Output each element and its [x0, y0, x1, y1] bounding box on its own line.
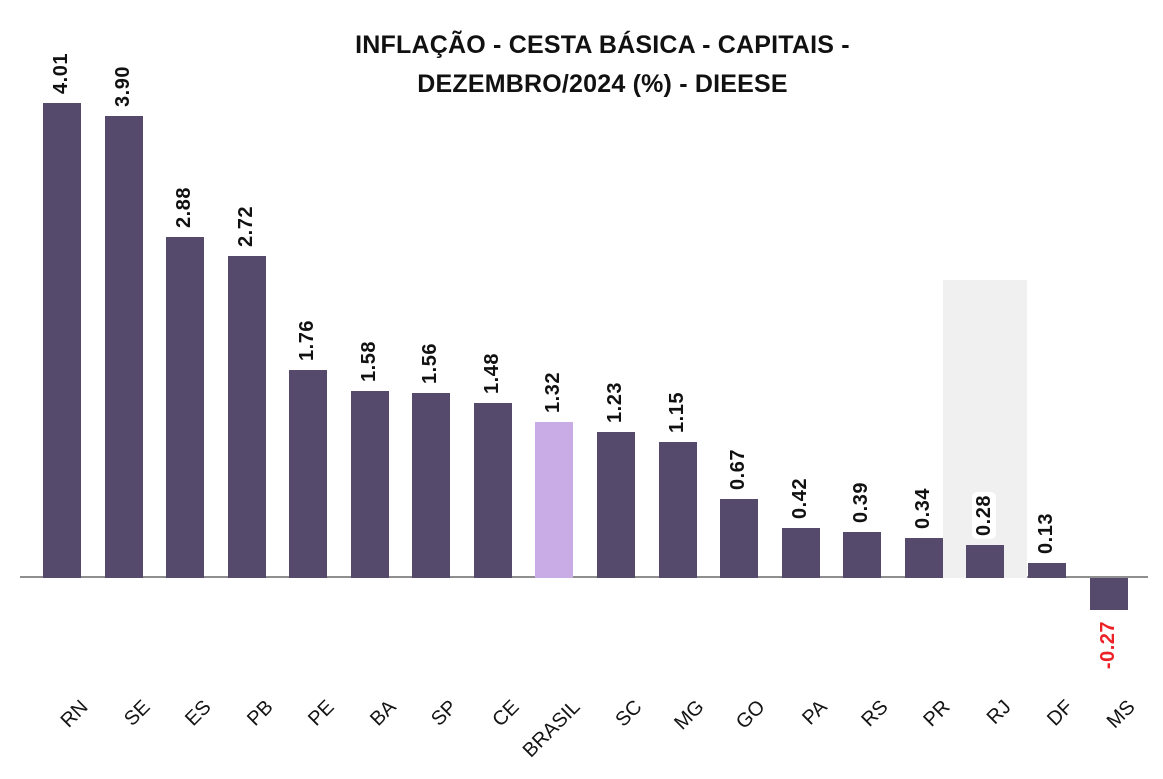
value-label-sc: 1.23 — [603, 379, 628, 426]
bar-se[interactable] — [104, 116, 143, 578]
value-label-pb: 2.72 — [233, 203, 258, 250]
value-label-pa: 0.42 — [787, 475, 812, 522]
value-label-df: 0.13 — [1033, 510, 1058, 557]
bar-pe[interactable] — [289, 370, 328, 578]
value-label-ms: -0.27 — [1095, 618, 1120, 673]
value-label-rs: 0.39 — [849, 479, 874, 526]
bar-ms[interactable] — [1089, 578, 1128, 610]
bar-pb[interactable] — [227, 256, 266, 578]
x-axis-line — [20, 576, 1148, 578]
bar-rs[interactable] — [843, 532, 882, 578]
bar-mg[interactable] — [658, 442, 697, 578]
value-label-sp: 1.56 — [418, 340, 443, 387]
value-label-ba: 1.58 — [356, 338, 381, 385]
value-label-pr: 0.34 — [910, 485, 935, 532]
bar-go[interactable] — [720, 499, 759, 578]
bar-ba[interactable] — [350, 391, 389, 578]
value-label-rj: 0.28 — [972, 492, 997, 539]
bar-df[interactable] — [1027, 563, 1066, 578]
bar-rj[interactable] — [966, 545, 1005, 578]
bar-sp[interactable] — [412, 393, 451, 578]
bar-rn[interactable] — [43, 103, 81, 578]
value-label-pe: 1.76 — [295, 317, 320, 364]
bar-ce[interactable] — [473, 403, 512, 578]
value-label-ce: 1.48 — [479, 350, 504, 397]
bar-es[interactable] — [166, 237, 205, 578]
value-label-brasil: 1.32 — [541, 369, 566, 416]
bar-sc[interactable] — [597, 432, 636, 578]
value-label-go: 0.67 — [726, 446, 751, 493]
chart-title: INFLAÇÃO - CESTA BÁSICA - CAPITAIS - DEZ… — [40, 26, 1163, 104]
bar-pa[interactable] — [781, 528, 820, 578]
chart-title-line2: DEZEMBRO/2024 (%) - DIEESE — [417, 70, 788, 98]
bar-brasil[interactable] — [535, 422, 574, 578]
chart-title-line1: INFLAÇÃO - CESTA BÁSICA - CAPITAIS - — [355, 31, 850, 59]
value-label-es: 2.88 — [172, 184, 197, 231]
value-label-mg: 1.15 — [664, 389, 689, 436]
bar-pr[interactable] — [904, 538, 943, 578]
